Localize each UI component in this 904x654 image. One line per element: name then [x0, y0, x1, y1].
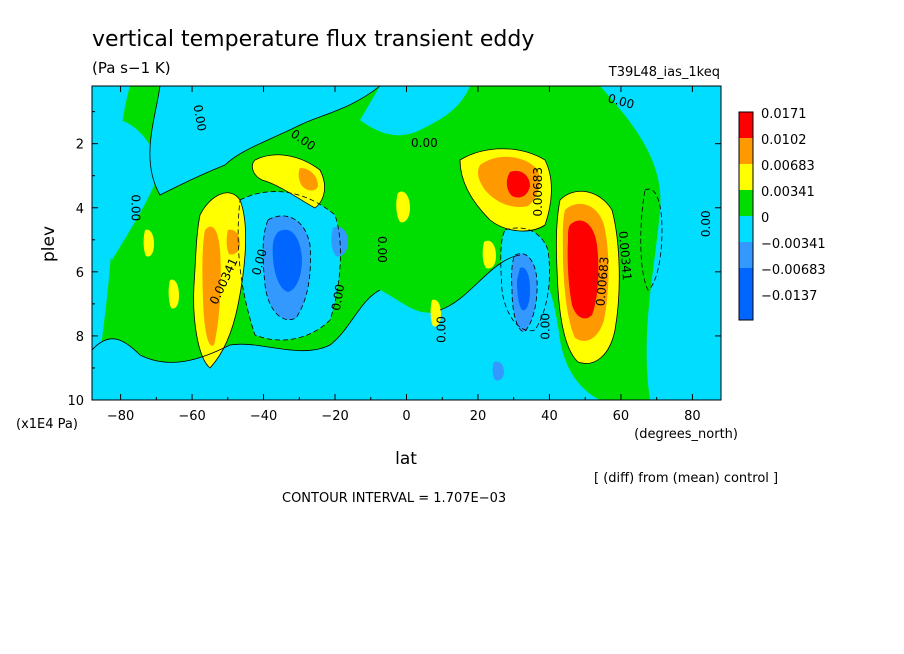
experiment-label: T39L48_ias_1keq [608, 65, 720, 80]
legend-swatch [739, 294, 753, 320]
legend-label: 0.00341 [761, 185, 815, 200]
orange-left-small [226, 229, 240, 255]
legend-swatch [739, 242, 753, 268]
legend-swatch [739, 216, 753, 242]
y-tick-label: 8 [76, 330, 84, 345]
y-tick-label: 6 [76, 266, 84, 281]
contour-label: 0.00 [606, 91, 635, 111]
legend-label: −0.00683 [761, 263, 826, 278]
y-tick-label: 2 [76, 138, 84, 153]
y-tick-label: 4 [76, 202, 84, 217]
y-axis-label: plev [39, 226, 59, 262]
x-tick-label: −20 [321, 409, 348, 424]
x-tick-label: −60 [178, 409, 205, 424]
yellow-left-small2 [168, 279, 179, 309]
legend-swatch [739, 190, 753, 216]
contour-label: 0.00683 [531, 167, 545, 217]
x-tick-label: −80 [107, 409, 134, 424]
red-right-column [567, 220, 599, 319]
color-legend: 0.0171 0.0102 0.00683 0.00341 0 −0.00341 −0.00… [738, 107, 826, 321]
cyan-lower-wide [92, 255, 600, 400]
legend-label: −0.0137 [761, 289, 817, 304]
contour-label: 0.00 [329, 283, 347, 312]
legend-label: 0.0171 [761, 107, 807, 122]
cyan-top-right [600, 86, 721, 400]
y-axis: 2 4 6 8 10 [67, 111, 721, 409]
legend-label: 0.0102 [761, 133, 807, 148]
contour-label: 0.00341 [616, 230, 634, 281]
legend-label: 0.00683 [761, 159, 815, 174]
y-axis-units: (x1E4 Pa) [16, 417, 78, 432]
contour-field: 0.00 0.00 0.00 0.00341 0.00 0.00 0.00 0.00 0.00 0… [92, 86, 721, 400]
legend-frame [738, 111, 754, 321]
x-axis-units: (degrees_north) [634, 427, 738, 442]
yellow-left-small1 [143, 229, 154, 257]
chart-units: (Pa s−1 K) [92, 59, 171, 77]
x-tick-label: 60 [613, 409, 630, 424]
contour-label: 0.00 [699, 210, 713, 237]
contour-interval-label: CONTOUR INTERVAL = 1.707E−03 [282, 491, 506, 506]
contour-label: 0.00 [190, 104, 208, 133]
diff-note: [ (diff) from (mean) control ] [594, 471, 778, 486]
cyan-upper-mid [360, 86, 470, 136]
yellow-mid-small [396, 191, 410, 223]
y-tick-label: 10 [67, 394, 84, 409]
yellow-right-small [482, 240, 496, 269]
legend-swatch [739, 164, 753, 190]
x-axis: −80 −60 −40 −20 0 20 40 60 80 [107, 86, 701, 424]
legend-label: 0 [761, 211, 769, 226]
contour-lines [92, 86, 663, 369]
legend-swatch [739, 268, 753, 294]
legend-label: −0.00341 [761, 237, 826, 252]
yellow-left-upper [252, 154, 325, 208]
cyan-top-left [149, 86, 380, 195]
legend-swatch [739, 138, 753, 164]
x-tick-label: −40 [250, 409, 277, 424]
legend-swatch [739, 112, 753, 138]
contour-label: 0.00 [249, 247, 269, 276]
contour-label: 0.00 [435, 316, 449, 343]
yellow-mid-lower [430, 299, 441, 327]
contour-label: 0.00 [128, 194, 142, 221]
chart-title: vertical temperature flux transient eddy [92, 27, 534, 52]
contour-label: 0.00 [375, 236, 389, 263]
x-tick-label: 20 [470, 409, 487, 424]
x-tick-label: 80 [684, 409, 701, 424]
blue-right-inner [517, 267, 530, 311]
x-tick-label: 40 [541, 409, 558, 424]
x-tick-label: 0 [402, 409, 410, 424]
orange-left-column [202, 226, 221, 346]
blue-left-inner [272, 229, 302, 292]
contour-label: 0.00683 [593, 256, 611, 307]
blue-low-small [492, 361, 504, 381]
red-right-upper [506, 170, 530, 198]
contour-label: 0.00 [538, 313, 552, 340]
x-axis-label: lat [395, 449, 417, 469]
cyan-left-top-band [92, 117, 160, 260]
orange-left-upper [298, 168, 318, 191]
contour-label: 0.00 [411, 136, 438, 150]
